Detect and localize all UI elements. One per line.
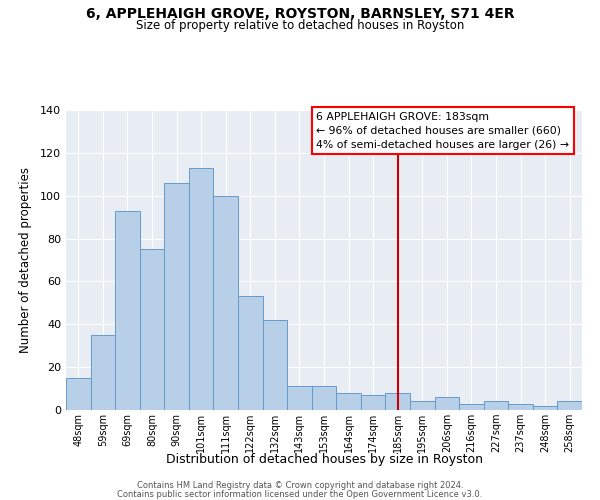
Text: 6, APPLEHAIGH GROVE, ROYSTON, BARNSLEY, S71 4ER: 6, APPLEHAIGH GROVE, ROYSTON, BARNSLEY, … <box>86 8 514 22</box>
Bar <box>164 183 189 410</box>
Bar <box>189 168 214 410</box>
Bar <box>484 402 508 410</box>
Bar <box>66 378 91 410</box>
Bar <box>214 196 238 410</box>
Bar <box>361 395 385 410</box>
Bar <box>287 386 312 410</box>
Bar <box>508 404 533 410</box>
Text: Contains HM Land Registry data © Crown copyright and database right 2024.: Contains HM Land Registry data © Crown c… <box>137 481 463 490</box>
Bar <box>91 335 115 410</box>
Bar <box>140 250 164 410</box>
Bar <box>238 296 263 410</box>
Text: Size of property relative to detached houses in Royston: Size of property relative to detached ho… <box>136 18 464 32</box>
Text: Distribution of detached houses by size in Royston: Distribution of detached houses by size … <box>166 452 482 466</box>
Bar <box>533 406 557 410</box>
Bar <box>336 393 361 410</box>
Text: Contains public sector information licensed under the Open Government Licence v3: Contains public sector information licen… <box>118 490 482 499</box>
Bar <box>410 402 434 410</box>
Bar <box>263 320 287 410</box>
Bar <box>312 386 336 410</box>
Bar <box>385 393 410 410</box>
Bar <box>434 397 459 410</box>
Y-axis label: Number of detached properties: Number of detached properties <box>19 167 32 353</box>
Text: 6 APPLEHAIGH GROVE: 183sqm
← 96% of detached houses are smaller (660)
4% of semi: 6 APPLEHAIGH GROVE: 183sqm ← 96% of deta… <box>316 112 569 150</box>
Bar <box>459 404 484 410</box>
Bar <box>115 210 140 410</box>
Bar <box>557 402 582 410</box>
